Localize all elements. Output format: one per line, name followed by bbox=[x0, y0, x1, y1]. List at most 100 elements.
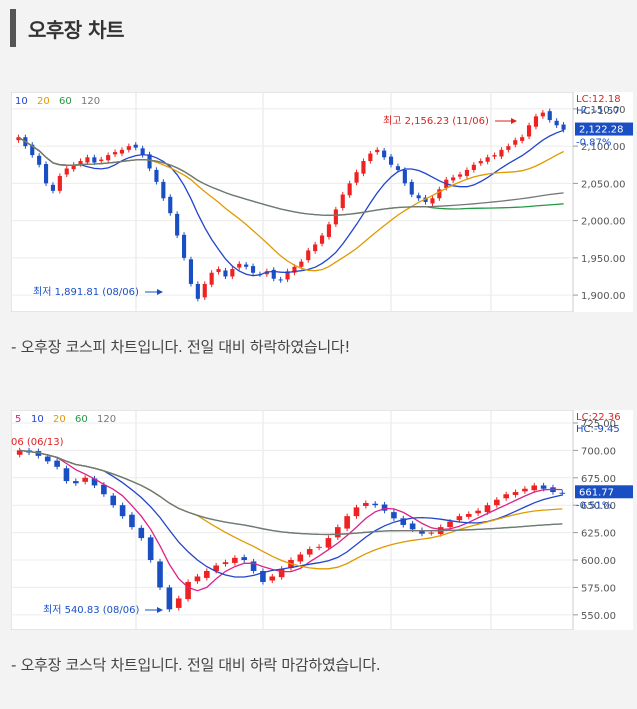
y-tick-label: 675.00 bbox=[581, 474, 616, 485]
candle bbox=[222, 559, 229, 567]
candle bbox=[278, 276, 283, 283]
candle-body bbox=[147, 154, 152, 169]
candle-body bbox=[437, 189, 442, 199]
candle bbox=[513, 137, 518, 148]
candle bbox=[285, 268, 290, 283]
change-pct: -0.51% bbox=[576, 500, 611, 511]
candle-body bbox=[216, 269, 221, 273]
legend-entry-20: 20 bbox=[37, 96, 50, 107]
legend-entry-120: 120 bbox=[81, 96, 100, 107]
candle bbox=[30, 142, 35, 158]
lc-label: LC:12.18 bbox=[576, 94, 621, 105]
candle bbox=[57, 173, 62, 194]
legend-entry-60: 60 bbox=[75, 414, 88, 425]
candle bbox=[85, 154, 90, 166]
candle-body bbox=[388, 156, 394, 165]
candle bbox=[457, 171, 463, 180]
candle-body bbox=[278, 279, 283, 281]
candle-body bbox=[395, 166, 401, 170]
candle-body bbox=[540, 485, 547, 489]
candle-body bbox=[400, 518, 407, 525]
candle-body bbox=[264, 271, 269, 275]
candle bbox=[340, 191, 345, 211]
candle bbox=[388, 153, 394, 168]
candle-body bbox=[278, 568, 285, 578]
kosdaq-chart: 725.00 700.00 675.00 650.00 625.00 600.00 575.… bbox=[11, 410, 633, 630]
candle bbox=[292, 264, 297, 276]
candle-body bbox=[559, 492, 566, 494]
candle-body bbox=[447, 521, 453, 528]
y-tick-label: 2,000.00 bbox=[581, 217, 626, 228]
candle-body bbox=[344, 516, 350, 529]
candle-body bbox=[203, 570, 210, 578]
candle-body bbox=[119, 149, 125, 154]
candle-body bbox=[347, 183, 352, 196]
candle-body bbox=[250, 266, 256, 273]
candle-body bbox=[168, 196, 173, 214]
candle bbox=[485, 154, 490, 165]
candle bbox=[368, 150, 373, 164]
lc-label: LC:22.36 bbox=[576, 412, 621, 423]
candle bbox=[166, 584, 173, 612]
candle bbox=[203, 568, 210, 581]
candle-body bbox=[181, 234, 187, 258]
candle-body bbox=[195, 283, 200, 299]
candle bbox=[316, 544, 322, 551]
candle bbox=[195, 281, 200, 302]
candle-body bbox=[299, 261, 304, 267]
candle bbox=[147, 534, 154, 563]
candle-body bbox=[306, 549, 313, 555]
candle bbox=[230, 266, 235, 280]
candle bbox=[456, 513, 463, 523]
candle-body bbox=[297, 554, 304, 562]
candle-body bbox=[353, 507, 360, 517]
candle bbox=[306, 247, 311, 263]
candle bbox=[209, 270, 214, 288]
ma-line-10 bbox=[19, 449, 563, 578]
candle bbox=[423, 194, 428, 205]
candle-body bbox=[73, 481, 79, 484]
candle-body bbox=[464, 169, 470, 176]
candle bbox=[333, 206, 338, 227]
candle-body bbox=[16, 137, 21, 141]
annot-low-arrowhead bbox=[157, 289, 163, 295]
candle bbox=[319, 232, 325, 247]
current-price-box bbox=[575, 122, 633, 136]
candle bbox=[437, 186, 442, 201]
candle bbox=[506, 143, 511, 153]
y-tick-label: 625.00 bbox=[581, 529, 616, 540]
candle bbox=[430, 195, 435, 207]
candle bbox=[37, 153, 42, 168]
candle-body bbox=[129, 514, 135, 528]
candle bbox=[540, 110, 545, 119]
candle-body bbox=[512, 492, 519, 495]
candle-body bbox=[260, 570, 266, 582]
candle bbox=[119, 147, 125, 157]
title-accent-bar bbox=[10, 9, 16, 47]
candle bbox=[465, 511, 472, 520]
candle-body bbox=[71, 164, 76, 170]
ma-line-10 bbox=[18, 129, 564, 277]
candle bbox=[391, 509, 397, 521]
candle bbox=[325, 535, 332, 551]
legend-entry-20: 20 bbox=[53, 414, 66, 425]
candle-body bbox=[241, 557, 248, 561]
candle-body bbox=[372, 503, 379, 506]
candle bbox=[361, 158, 366, 177]
candle-body bbox=[188, 259, 194, 284]
candle bbox=[372, 501, 379, 508]
candle-body bbox=[110, 495, 117, 506]
candle bbox=[363, 500, 369, 509]
candle bbox=[297, 551, 304, 565]
candle-body bbox=[540, 112, 545, 117]
candle bbox=[526, 122, 532, 140]
candle-body bbox=[250, 561, 257, 571]
candle bbox=[71, 162, 76, 172]
current-price: 661.77 bbox=[579, 487, 614, 498]
candle bbox=[402, 167, 407, 186]
candle-body bbox=[140, 148, 145, 156]
ma-line-120 bbox=[19, 449, 563, 536]
candle bbox=[464, 167, 470, 179]
candle bbox=[126, 143, 131, 153]
legend-entry-120: 120 bbox=[97, 414, 116, 425]
